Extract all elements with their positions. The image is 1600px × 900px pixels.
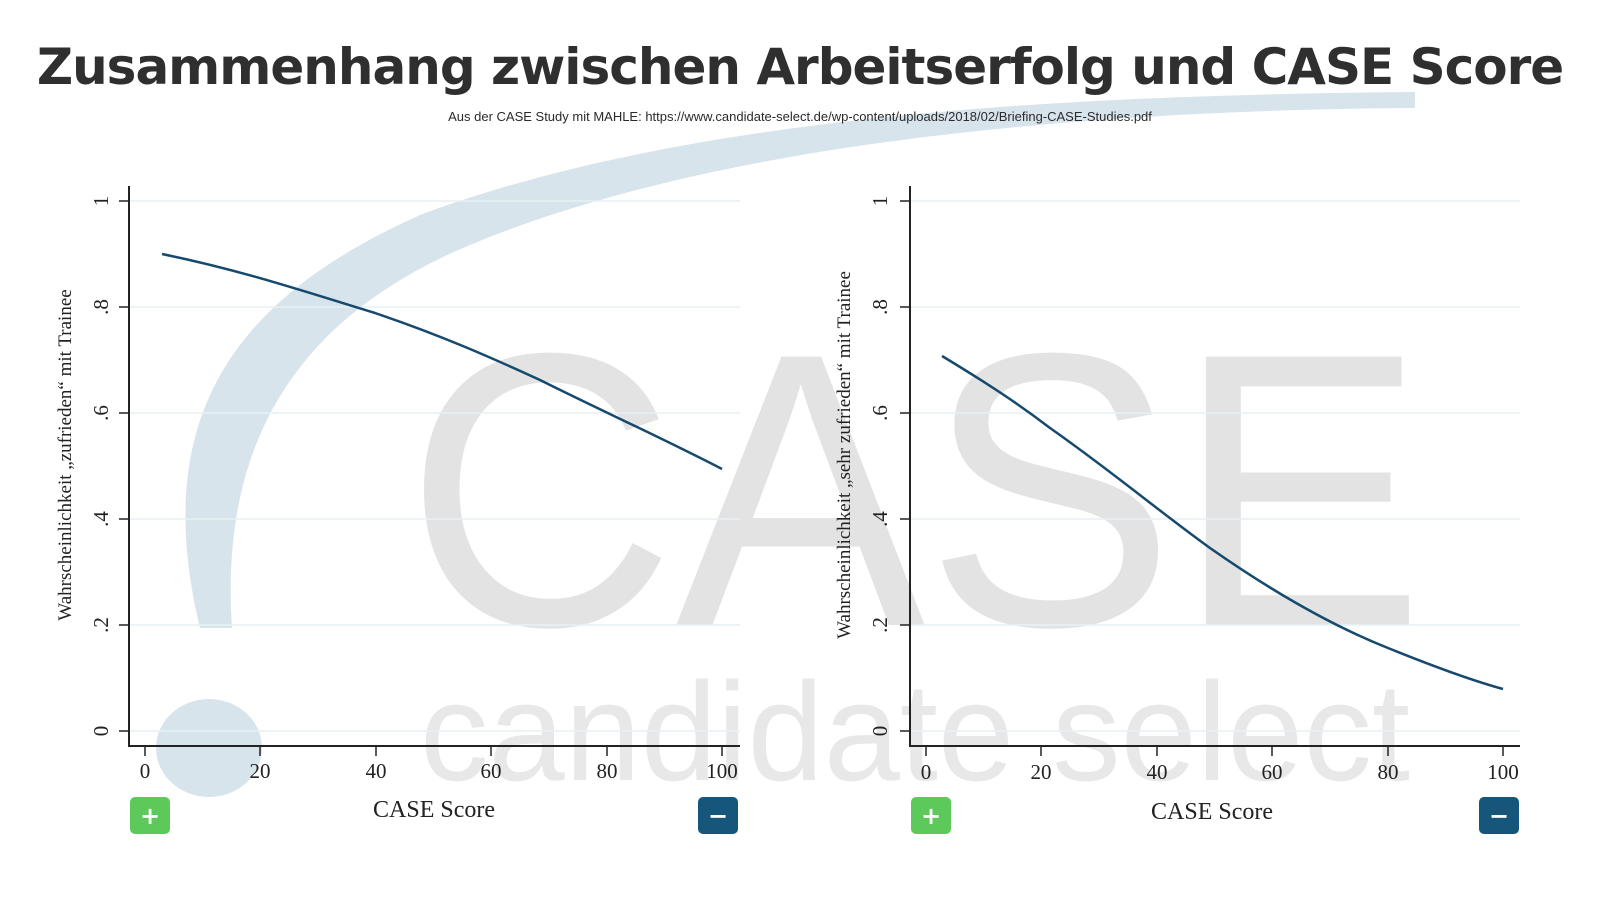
y-tick-label: .2: [89, 617, 113, 633]
zoom-in-button-left[interactable]: +: [130, 797, 170, 834]
y-tick-labels-right: 0 .2 .4 .6 .8 1: [868, 196, 892, 737]
x-tick-label: 0: [921, 760, 932, 784]
gridlines-right: [911, 200, 1520, 732]
gridlines-left: [130, 200, 740, 732]
chart-right: 0 .2 .4 .6 .8 1 0 20 40 60 80 100 Wahrsc…: [834, 186, 1520, 825]
x-tick-label: 80: [1378, 760, 1399, 784]
x-tick-label: 40: [1147, 760, 1168, 784]
y-tick-label: .4: [89, 511, 113, 527]
y-tick-label: 1: [89, 196, 113, 207]
chart-left: 0 .2 .4 .6 .8 1 0 20 40 60 80 100 Wahrsc…: [55, 186, 740, 823]
watermark-arc: [185, 92, 1416, 628]
y-tick-labels-left: 0 .2 .4 .6 .8 1: [89, 196, 113, 737]
plus-icon: +: [139, 801, 161, 830]
x-axis-label-left: CASE Score: [373, 797, 495, 823]
y-tick-label: .4: [868, 511, 892, 527]
plus-icon: +: [920, 801, 942, 830]
minus-icon: −: [707, 801, 729, 830]
zoom-out-button-right[interactable]: −: [1479, 797, 1519, 834]
zoom-in-button-right[interactable]: +: [911, 797, 951, 834]
y-tick-label: .2: [868, 617, 892, 633]
x-tick-labels-right: 0 20 40 60 80 100: [921, 760, 1519, 784]
y-tick-label: 0: [868, 726, 892, 737]
x-tick-labels-left: 0 20 40 60 80 100: [140, 759, 738, 783]
x-tick-label: 80: [597, 759, 618, 783]
watermark-case-text: CASE: [405, 272, 1425, 708]
x-tick-label: 20: [250, 759, 271, 783]
x-tick-label: 40: [366, 759, 387, 783]
y-tick-label: 0: [89, 726, 113, 737]
page-title: Zusammenhang zwischen Arbeitserfolg und …: [36, 38, 1564, 96]
zoom-out-button-left[interactable]: −: [698, 797, 738, 834]
x-tick-label: 100: [1487, 760, 1519, 784]
x-tick-label: 0: [140, 759, 151, 783]
watermark-dot: [156, 699, 262, 797]
x-axis-label-right: CASE Score: [1151, 799, 1273, 825]
minus-icon: −: [1488, 801, 1510, 830]
x-tick-label: 60: [1262, 760, 1283, 784]
y-tick-label: .8: [868, 299, 892, 315]
x-tick-label: 20: [1031, 760, 1052, 784]
y-tick-label: 1: [868, 196, 892, 207]
x-tick-label: 60: [481, 759, 502, 783]
y-tick-label: .6: [89, 405, 113, 421]
source-link-text: Aus der CASE Study mit MAHLE: https://ww…: [448, 109, 1152, 124]
y-axis-label-left: Wahrscheinlichkeit „zufrieden“ mit Train…: [55, 289, 76, 620]
curve-zufrieden: [161, 252, 723, 471]
y-tick-label: .8: [89, 299, 113, 315]
y-axis-label-right: Wahrscheinlichkeit „sehr zufrieden“ mit …: [834, 271, 855, 639]
x-tick-label: 100: [706, 759, 738, 783]
y-tick-label: .6: [868, 405, 892, 421]
curve-sehr-zufrieden: [941, 354, 1504, 691]
